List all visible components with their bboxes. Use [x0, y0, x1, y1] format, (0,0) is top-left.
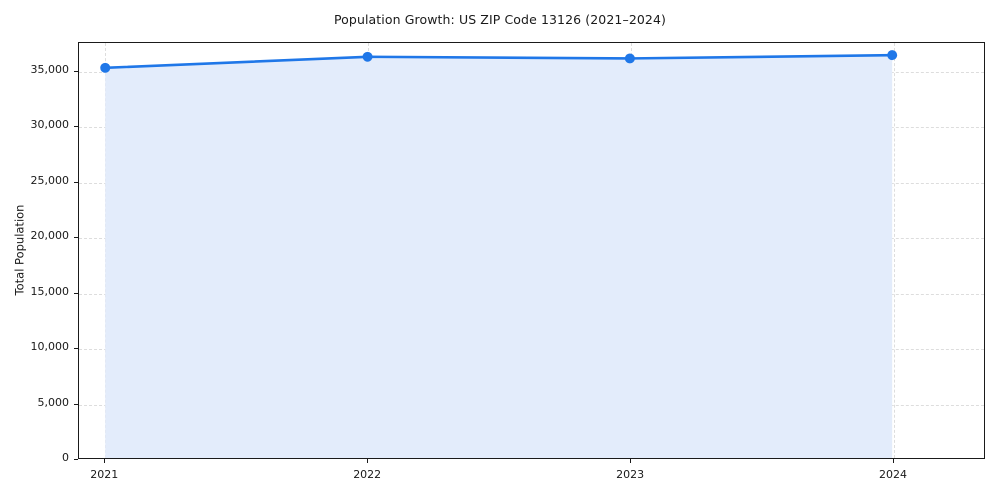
y-tick-label-30000: 30,000 — [30, 118, 70, 132]
line-population — [103, 53, 894, 70]
y-tick-mark-10000 — [74, 348, 78, 350]
area-fill-population — [105, 55, 893, 458]
y-tick-mark-25000 — [74, 181, 78, 183]
y-tick-mark-20000 — [74, 237, 78, 239]
y-tick-label-0: 0 — [62, 451, 69, 464]
y-tick-label-15000: 15,000 — [30, 284, 70, 298]
y-tick-label-25000: 25,000 — [30, 173, 70, 187]
data-point-2023[interactable] — [624, 53, 635, 64]
y-tick-mark-5000 — [74, 403, 78, 405]
x-tick-mark-2022 — [367, 459, 369, 463]
y-tick-mark-30000 — [74, 126, 78, 128]
y-tick-mark-15000 — [74, 292, 78, 294]
data-point-2021[interactable] — [100, 62, 111, 73]
y-tick-label-20000: 20,000 — [30, 229, 70, 243]
gridline-x-2024 — [893, 43, 895, 458]
x-tick-label-2022: 2022 — [353, 468, 382, 481]
x-tick-label-2023: 2023 — [616, 468, 645, 481]
y-tick-mark-35000 — [74, 70, 78, 72]
x-tick-label-2021: 2021 — [90, 468, 119, 481]
data-point-2022[interactable] — [362, 51, 373, 62]
y-tick-mark-0 — [74, 459, 78, 460]
data-point-2024[interactable] — [887, 50, 898, 61]
x-tick-mark-2024 — [892, 459, 894, 463]
data-point-markers — [100, 50, 898, 73]
x-tick-label-2024: 2024 — [878, 468, 907, 481]
series-layer — [100, 50, 898, 458]
y-tick-label-5000: 5,000 — [37, 395, 70, 409]
y-tick-label-35000: 35,000 — [30, 62, 70, 76]
x-tick-mark-2021 — [104, 459, 106, 463]
x-tick-mark-2023 — [630, 459, 632, 463]
y-tick-label-10000: 10,000 — [30, 340, 70, 354]
chart-title: Population Growth: US ZIP Code 13126 (20… — [333, 12, 667, 27]
y-axis-label: Total Population — [10, 0, 28, 500]
y-axis-label-text: Total Population — [12, 204, 26, 296]
plot-area — [78, 42, 985, 459]
